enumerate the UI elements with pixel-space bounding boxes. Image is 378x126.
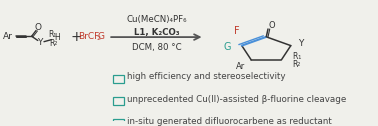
Text: L1, K₂CO₃: L1, K₂CO₃: [133, 28, 179, 37]
Text: 2: 2: [296, 62, 300, 67]
Text: R: R: [48, 30, 54, 39]
Text: in-situ generated difluorocarbene as reductant: in-situ generated difluorocarbene as red…: [127, 117, 332, 126]
Text: +: +: [70, 30, 82, 44]
Text: unprecedented Cu(II)-assisted β-fluorine cleavage: unprecedented Cu(II)-assisted β-fluorine…: [127, 95, 346, 104]
Bar: [113, 75, 124, 83]
Text: Cu(MeCN)₄PF₆: Cu(MeCN)₄PF₆: [126, 15, 187, 24]
Text: H: H: [54, 33, 60, 42]
Text: O: O: [268, 21, 275, 30]
Text: Y: Y: [298, 39, 304, 48]
Text: R: R: [50, 39, 55, 48]
Text: Ar: Ar: [235, 62, 245, 71]
Text: 2: 2: [96, 36, 100, 41]
Text: G: G: [98, 32, 105, 41]
Text: Ar: Ar: [3, 32, 12, 41]
Text: 1: 1: [297, 55, 301, 60]
Text: R: R: [293, 52, 298, 61]
Text: Y: Y: [37, 38, 43, 47]
Bar: [113, 119, 124, 126]
Bar: [113, 97, 124, 105]
Text: BrCF: BrCF: [78, 32, 99, 41]
Text: R: R: [292, 59, 297, 69]
Text: high efficiency and stereoselectivity: high efficiency and stereoselectivity: [127, 72, 285, 82]
Text: DCM, 80 °C: DCM, 80 °C: [132, 43, 181, 52]
Text: 1: 1: [52, 33, 56, 38]
Text: G: G: [223, 41, 231, 52]
Text: 2: 2: [54, 41, 57, 46]
Text: F: F: [234, 26, 240, 36]
Text: O: O: [34, 23, 41, 32]
